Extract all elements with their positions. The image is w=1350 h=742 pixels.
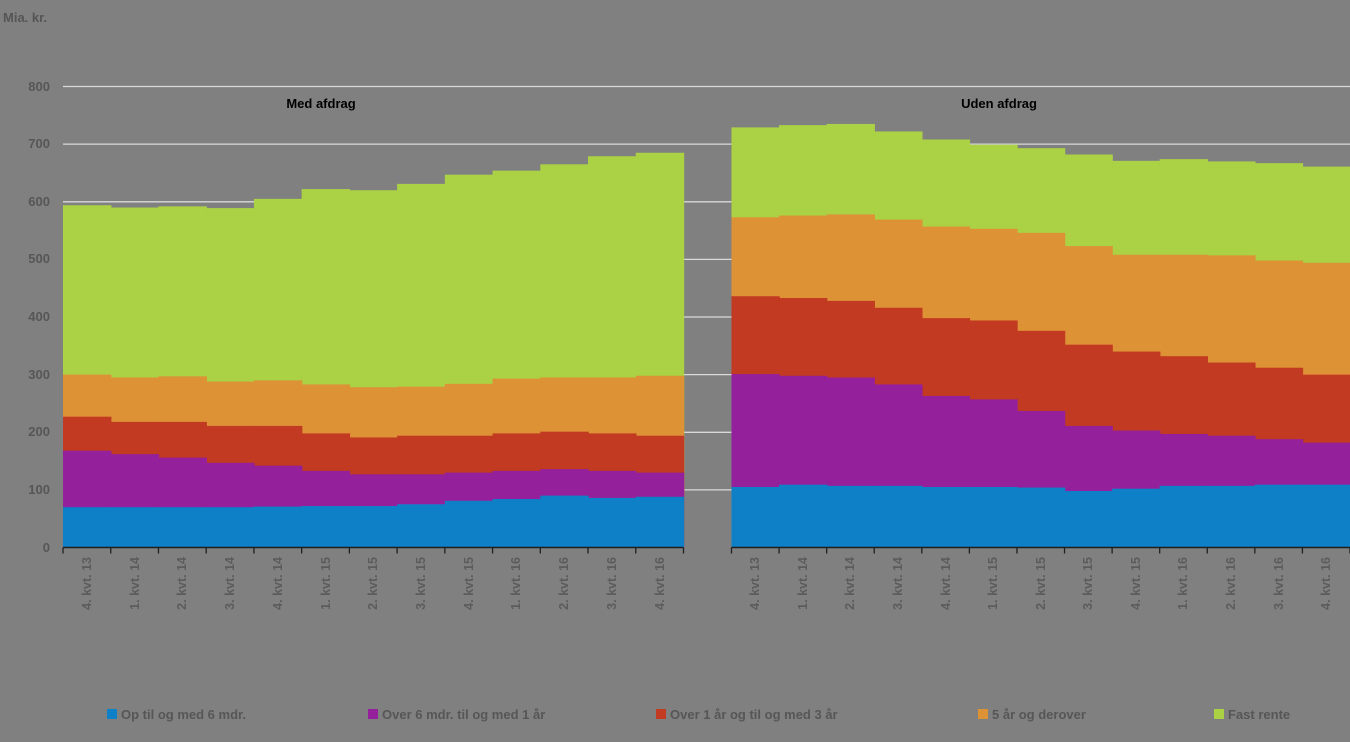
stack-segment-op-til-og-med-6-mdr- <box>826 485 875 548</box>
legend-item: Op til og med 6 mdr. <box>107 706 246 722</box>
x-tick-label: 4. kvt. 14 <box>938 557 953 610</box>
stack-segment-op-til-og-med-6-mdr- <box>1207 485 1256 548</box>
stack-segment-op-til-og-med-6-mdr- <box>921 486 971 548</box>
legend-item: Fast rente <box>1214 706 1291 722</box>
stack-segment-op-til-og-med-6-mdr- <box>969 486 1018 548</box>
stack-segment-op-til-og-med-6-mdr- <box>349 506 398 548</box>
y-tick-label: 700 <box>28 136 50 152</box>
stack-segment-op-til-og-med-6-mdr- <box>731 486 780 548</box>
x-tick-label: 3. kvt. 15 <box>1081 557 1096 610</box>
x-tick-label: 1. kvt. 14 <box>795 557 810 610</box>
x-tick-label: 3. kvt. 14 <box>891 557 906 610</box>
y-tick-label: 100 <box>28 481 50 497</box>
x-tick-label: 4. kvt. 15 <box>1128 557 1143 610</box>
x-tick-label: 1. kvt. 15 <box>986 557 1001 610</box>
legend-label: Over 1 år og til og med 3 år <box>670 706 838 722</box>
legend-swatch-icon <box>656 709 666 719</box>
legend-label: Over 6 mdr. til og med 1 år <box>382 706 546 722</box>
y-tick-label: 800 <box>28 78 50 94</box>
legend-swatch-icon <box>978 709 988 719</box>
panel-title-med-afdrag: Med afdrag <box>286 96 356 111</box>
stack-segment-op-til-og-med-6-mdr- <box>444 500 494 548</box>
stack-segment-op-til-og-med-6-mdr- <box>397 504 446 548</box>
stack-segment-op-til-og-med-6-mdr- <box>301 506 351 548</box>
stack-segment-op-til-og-med-6-mdr- <box>874 485 923 548</box>
x-tick-label: 3. kvt. 15 <box>413 557 428 610</box>
x-tick-label: 3. kvt. 14 <box>223 557 238 610</box>
stack-segment-op-til-og-med-6-mdr- <box>63 507 112 548</box>
legend-label: 5 år og derover <box>992 706 1086 722</box>
x-tick-label: 3. kvt. 16 <box>1271 557 1286 610</box>
y-tick-label: 0 <box>42 539 50 555</box>
x-tick-label: 1. kvt. 16 <box>509 557 524 610</box>
stack-segment-op-til-og-med-6-mdr- <box>1302 484 1350 548</box>
x-tick-label: 1. kvt. 15 <box>318 557 333 610</box>
x-tick-label: 2. kvt. 15 <box>366 557 381 610</box>
stack-segment-op-til-og-med-6-mdr- <box>110 507 160 548</box>
legend-label: Fast rente <box>1228 706 1291 722</box>
y-tick-label: 400 <box>28 309 50 324</box>
y-tick-label: 500 <box>28 251 50 267</box>
legend-label: Op til og med 6 mdr. <box>121 706 246 722</box>
legend-item: 5 år og derover <box>978 706 1086 722</box>
x-tick-label: 2. kvt. 14 <box>175 557 190 610</box>
x-tick-label: 4. kvt. 13 <box>748 557 763 610</box>
legend-item: Over 6 mdr. til og med 1 år <box>368 706 546 722</box>
stack-segment-op-til-og-med-6-mdr- <box>158 507 207 548</box>
legend-swatch-icon <box>107 709 117 719</box>
x-tick-label: 1. kvt. 16 <box>1176 557 1191 610</box>
panel-title-uden-afdrag: Uden afdrag <box>961 96 1037 111</box>
stack-segment-op-til-og-med-6-mdr- <box>492 499 542 548</box>
stack-segment-op-til-og-med-6-mdr- <box>588 497 637 548</box>
x-tick-label: 4. kvt. 15 <box>461 557 476 610</box>
x-tick-label: 4. kvt. 16 <box>652 557 667 610</box>
x-tick-label: 2. kvt. 16 <box>1224 557 1239 610</box>
legend-item: Over 1 år og til og med 3 år <box>656 706 838 722</box>
x-tick-label: 4. kvt. 14 <box>270 557 285 610</box>
y-tick-label: 200 <box>28 424 50 440</box>
x-tick-label: 2. kvt. 14 <box>843 557 858 610</box>
x-tick-label: 4. kvt. 16 <box>1319 557 1334 610</box>
x-tick-label: 4. kvt. 13 <box>79 557 94 610</box>
stack-segment-op-til-og-med-6-mdr- <box>206 507 255 548</box>
legend-swatch-icon <box>1214 709 1224 719</box>
stack-segment-op-til-og-med-6-mdr- <box>1064 491 1113 548</box>
x-tick-label: 2. kvt. 16 <box>557 557 572 610</box>
x-tick-label: 1. kvt. 14 <box>127 557 142 610</box>
stack-segment-op-til-og-med-6-mdr- <box>635 496 685 548</box>
stack-segment-op-til-og-med-6-mdr- <box>540 495 589 548</box>
x-tick-label: 3. kvt. 16 <box>604 557 619 610</box>
stack-segment-op-til-og-med-6-mdr- <box>1016 487 1066 548</box>
stack-segment-op-til-og-med-6-mdr- <box>1159 485 1208 548</box>
legend-swatch-icon <box>368 709 378 719</box>
y-axis-unit-label: Mia. kr. <box>3 10 48 25</box>
x-tick-label: 2. kvt. 15 <box>1033 557 1048 610</box>
stack-segment-op-til-og-med-6-mdr- <box>253 506 303 548</box>
stack-segment-op-til-og-med-6-mdr- <box>779 484 828 548</box>
stack-segment-op-til-og-med-6-mdr- <box>1254 484 1304 548</box>
y-tick-label: 600 <box>28 193 50 209</box>
stack-segment-op-til-og-med-6-mdr- <box>1112 488 1161 548</box>
y-tick-label: 300 <box>28 366 50 382</box>
